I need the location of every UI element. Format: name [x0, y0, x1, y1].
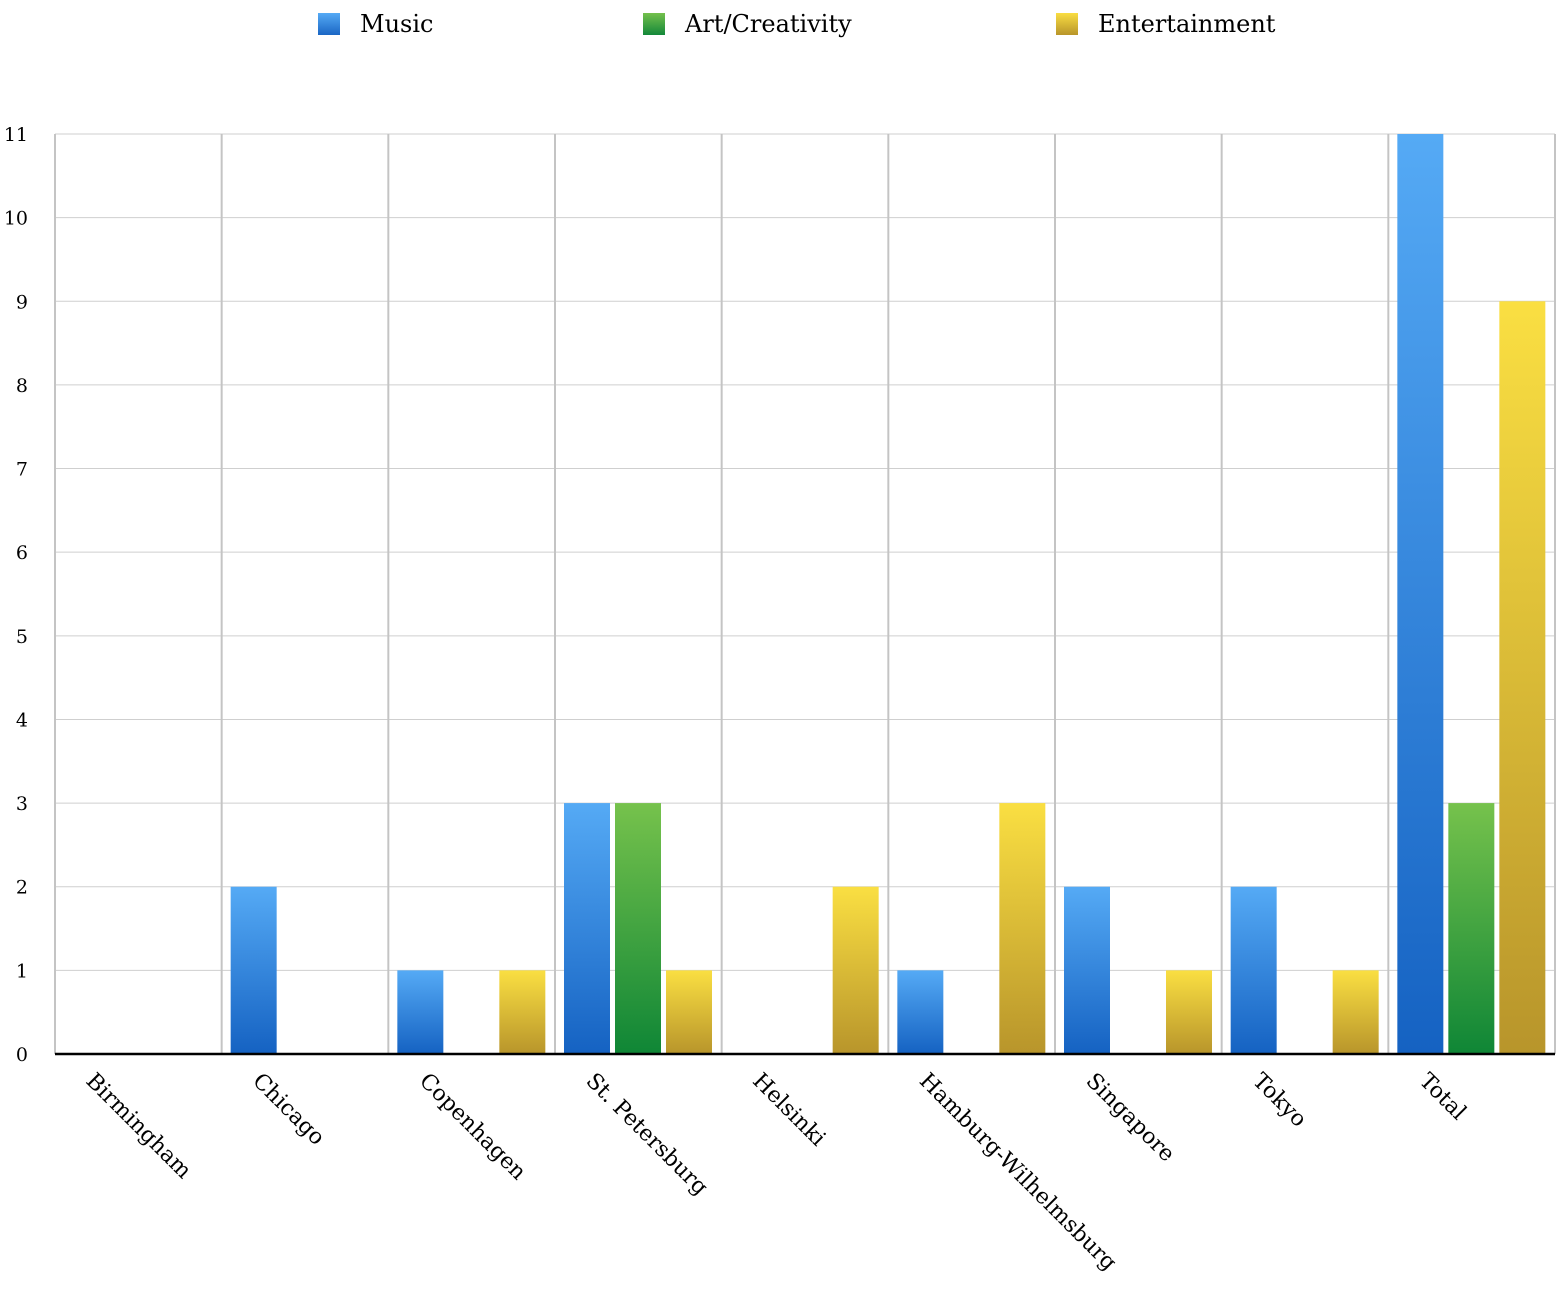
bar-music-chicago — [230, 886, 277, 1054]
y-tick-label: 10 — [4, 208, 28, 230]
x-tick-label: Hamburg-Wilhelmsburg — [914, 1069, 1121, 1276]
bar-entertainment-tokyo — [1332, 970, 1379, 1054]
y-tick-label: 2 — [16, 877, 28, 899]
x-tick-label: Helsinki — [747, 1069, 830, 1152]
legend-swatch-art-creativity — [643, 13, 665, 35]
x-tick-label: Birmingham — [81, 1069, 196, 1184]
x-tick-label: Total — [1414, 1069, 1471, 1126]
y-tick-label: 4 — [16, 709, 28, 731]
bars — [230, 134, 1546, 1055]
legend: Music Art/Creativity Entertainment — [0, 10, 1564, 44]
x-tick-label: Tokyo — [1247, 1069, 1311, 1133]
y-tick-label: 3 — [16, 793, 28, 815]
legend-swatch-entertainment — [1056, 13, 1078, 35]
bar-entertainment-hamburg-wilhelmsburg — [999, 803, 1046, 1054]
legend-label-music: Music — [360, 10, 434, 38]
y-tick-label: 7 — [16, 459, 28, 481]
grid — [54, 133, 1556, 1054]
y-tick-label: 5 — [16, 626, 28, 648]
bar-entertainment-copenhagen — [499, 970, 546, 1054]
bar-music-singapore — [1064, 886, 1110, 1054]
y-tick-label: 9 — [16, 291, 28, 313]
x-tick-label: Singapore — [1081, 1069, 1180, 1168]
legend-item-entertainment: Entertainment — [1056, 10, 1275, 38]
x-tick-label: Copenhagen — [414, 1069, 531, 1186]
bar-entertainment-singapore — [1166, 970, 1212, 1054]
legend-label-art-creativity: Art/Creativity — [685, 10, 852, 38]
legend-label-entertainment: Entertainment — [1098, 10, 1276, 38]
y-tick-label: 6 — [16, 542, 28, 564]
legend-item-art-creativity: Art/Creativity — [643, 10, 852, 38]
bar-entertainment-helsinki — [832, 886, 879, 1054]
x-tick-label: St. Petersburg — [581, 1069, 713, 1201]
bar-art-creativity-st-petersburg — [615, 803, 661, 1054]
bar-music-hamburg-wilhelmsburg — [897, 970, 944, 1054]
y-tick-label: 11 — [4, 124, 28, 146]
bar-music-total — [1397, 134, 1444, 1054]
bar-entertainment-st-petersburg — [666, 970, 712, 1054]
bar-music-tokyo — [1230, 886, 1277, 1054]
bar-art-creativity-total — [1448, 803, 1495, 1054]
y-tick-label: 1 — [16, 960, 28, 982]
bar-entertainment-total — [1499, 301, 1546, 1055]
y-tick-label: 0 — [16, 1044, 28, 1066]
bar-music-copenhagen — [397, 970, 444, 1054]
legend-swatch-music — [318, 13, 340, 35]
legend-item-music: Music — [318, 10, 433, 38]
bar-music-st-petersburg — [564, 803, 610, 1054]
y-tick-label: 8 — [16, 375, 28, 397]
axes: 0 1 2 3 4 5 6 7 8 9 10 11 Birmingham Chicago Copenhage… — [4, 124, 1555, 1276]
x-tick-label: Chicago — [247, 1069, 329, 1151]
